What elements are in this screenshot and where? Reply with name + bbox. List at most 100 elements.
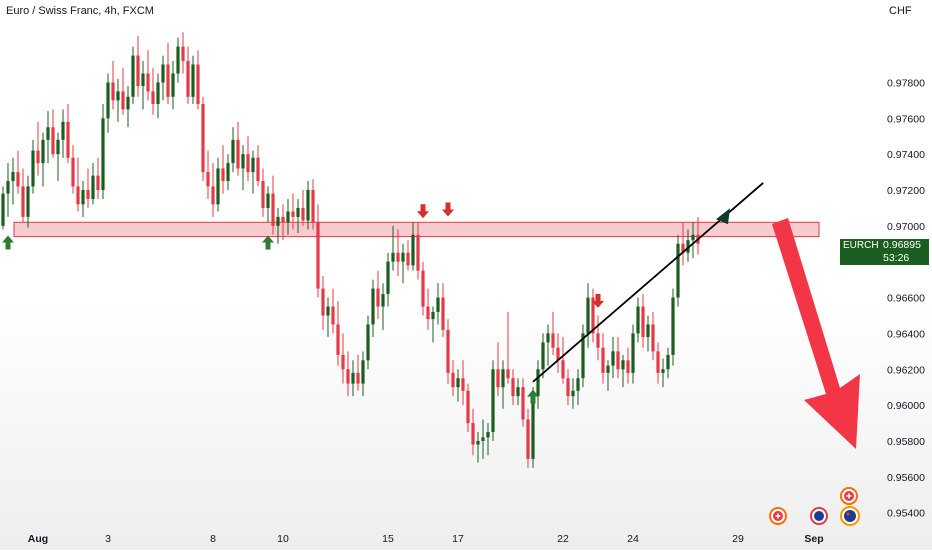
candle[interactable] [606,360,610,391]
sell-signal-arrow-icon[interactable] [442,202,454,217]
sell-signal-arrow-icon[interactable] [592,293,604,308]
candle[interactable] [641,293,645,348]
event-flag-icon[interactable] [769,507,787,525]
candle[interactable] [616,336,620,379]
candle[interactable] [31,139,35,194]
candle[interactable] [216,157,220,212]
candle[interactable] [391,225,395,271]
candle[interactable] [536,360,540,409]
candle[interactable] [491,360,495,441]
candle[interactable] [481,419,485,459]
candle[interactable] [211,163,215,217]
candle[interactable] [346,351,350,397]
candle[interactable] [456,369,460,402]
candle[interactable] [691,222,695,259]
buy-signal-arrow-icon[interactable] [2,235,14,250]
candle[interactable] [596,315,600,361]
candle[interactable] [546,324,550,366]
candle[interactable] [121,68,125,115]
candle[interactable] [521,378,525,427]
candle[interactable] [296,198,300,234]
earnings-event-icon[interactable] [840,506,860,526]
candle[interactable] [71,145,75,194]
candle[interactable] [91,163,95,205]
candle[interactable] [626,347,630,384]
economic-event-icon[interactable] [810,507,828,525]
candle[interactable] [311,179,315,230]
candle[interactable] [246,136,250,182]
candle[interactable] [111,60,115,110]
candle[interactable] [386,252,390,307]
candle[interactable] [566,369,570,406]
candle[interactable] [281,204,285,241]
candle[interactable] [441,283,445,337]
candle[interactable] [351,360,355,397]
candle[interactable] [666,347,670,379]
candle[interactable] [601,333,605,384]
candle[interactable] [56,132,60,182]
candle[interactable] [96,157,100,199]
candle[interactable] [276,207,280,244]
candle[interactable] [156,73,160,119]
candle[interactable] [16,150,20,194]
candle[interactable] [366,315,370,370]
candle[interactable] [406,240,410,271]
candle[interactable] [581,324,585,388]
candle[interactable] [251,150,255,194]
candle[interactable] [321,276,325,330]
candle[interactable] [76,157,80,212]
candle[interactable] [136,35,140,97]
candle[interactable] [336,301,340,366]
candle[interactable] [621,354,625,388]
candle[interactable] [451,360,455,397]
candle[interactable] [461,360,465,406]
candle[interactable] [286,198,290,235]
candle[interactable] [41,132,45,187]
candle[interactable] [66,103,70,164]
candle[interactable] [301,190,305,226]
candle[interactable] [176,37,180,83]
candle[interactable] [446,319,450,384]
candle[interactable] [371,279,375,337]
candle[interactable] [671,288,675,366]
projection-arrow[interactable] [772,218,860,449]
dividend-event-icon[interactable] [840,487,858,505]
candle[interactable] [306,181,310,230]
candle[interactable] [516,378,520,406]
candle[interactable] [131,46,135,104]
candle[interactable] [271,175,275,235]
candle[interactable] [6,163,10,217]
candle[interactable] [201,96,205,182]
candle[interactable] [266,186,270,223]
candle[interactable] [631,324,635,384]
candle[interactable] [326,297,330,337]
candle[interactable] [651,311,655,361]
candle[interactable] [376,270,380,320]
candle[interactable] [591,288,595,343]
candle[interactable] [586,283,590,348]
candle[interactable] [146,50,150,101]
candle[interactable] [561,336,565,384]
candle[interactable] [656,342,660,384]
candle[interactable] [166,43,170,104]
candle[interactable] [51,109,55,158]
candle[interactable] [196,50,200,110]
candle[interactable] [571,378,575,409]
candle[interactable] [526,408,530,468]
candle[interactable] [661,358,665,388]
candle[interactable] [226,154,230,191]
candle[interactable] [511,369,515,406]
buy-signal-arrow-icon[interactable] [262,235,274,250]
candle[interactable] [206,150,210,199]
candle[interactable] [556,333,560,373]
candle[interactable] [471,408,475,456]
candle[interactable] [1,186,5,230]
candle[interactable] [151,68,155,115]
candle[interactable] [426,288,430,330]
candle[interactable] [261,168,265,217]
candle[interactable] [81,181,85,217]
candle[interactable] [171,60,175,110]
candle[interactable] [686,229,690,262]
candle[interactable] [646,315,650,352]
candle[interactable] [116,78,120,122]
